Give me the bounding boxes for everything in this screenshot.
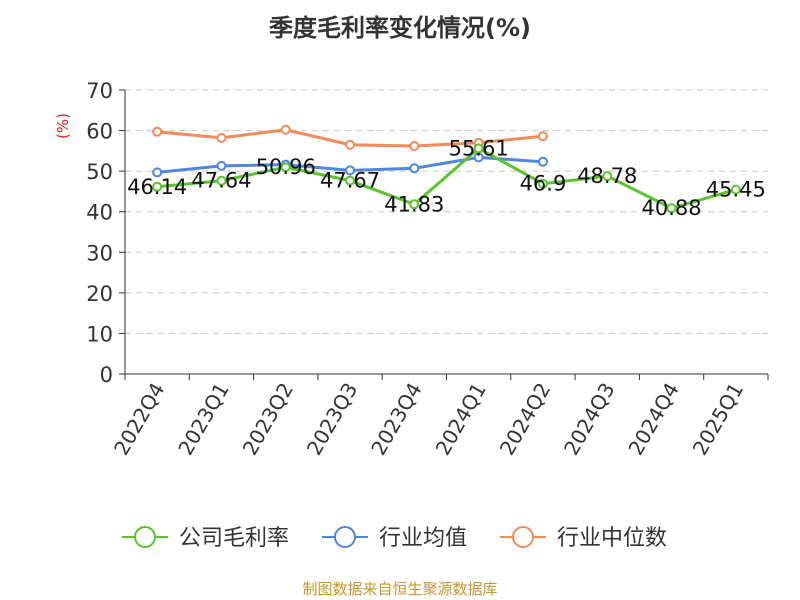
series-point (409, 163, 420, 174)
legend-marker (512, 526, 534, 548)
x-tick-label: 2023Q2 (238, 379, 298, 460)
x-tick-label: 2023Q3 (302, 379, 362, 460)
series-point (602, 171, 613, 182)
data-source-note: 制图数据来自恒生聚源数据库 (302, 580, 498, 598)
y-tick-label: 30 (86, 241, 113, 265)
series-point (216, 132, 227, 143)
series-point (216, 160, 227, 171)
x-tick-label: 2024Q3 (559, 379, 619, 460)
series-point (409, 199, 420, 210)
y-tick-label: 10 (86, 322, 113, 346)
y-tick-label: 60 (86, 120, 113, 144)
series-point (537, 156, 548, 167)
x-tick-label: 2024Q4 (623, 379, 683, 460)
data-label: 50.96 (256, 155, 316, 179)
y-tick-label: 0 (100, 363, 113, 387)
chart-title: 季度毛利率变化情况(%) (269, 14, 531, 42)
x-tick-label: 2024Q2 (495, 379, 555, 460)
data-label: 48.78 (577, 164, 637, 188)
series-point (152, 126, 163, 137)
series-point (409, 140, 420, 151)
data-label: 46.9 (520, 172, 567, 196)
series-point (345, 175, 356, 186)
legend-marker (134, 526, 156, 548)
data-label: 47.67 (320, 169, 380, 193)
legend-label: 行业均值 (379, 526, 467, 551)
legend-marker (334, 526, 356, 548)
legend-label: 行业中位数 (557, 526, 667, 551)
x-tick-label: 2024Q1 (431, 379, 491, 460)
data-label: 46.14 (127, 175, 187, 199)
data-label: 55.61 (449, 136, 509, 160)
legend-label: 公司毛利率 (179, 526, 289, 551)
data-label: 45.45 (706, 178, 766, 202)
series-point (666, 203, 677, 214)
y-axis-unit-label: (%) (54, 113, 72, 139)
series-point (473, 143, 484, 154)
series-point (345, 139, 356, 150)
series-point (537, 131, 548, 142)
series-line (157, 146, 737, 210)
y-tick-label: 20 (86, 282, 113, 306)
series-point (730, 184, 741, 195)
series-point (152, 167, 163, 178)
data-label: 47.64 (191, 169, 251, 193)
x-tick-label: 2023Q1 (173, 379, 233, 460)
x-tick-label: 2022Q4 (109, 379, 169, 460)
series-point (537, 178, 548, 189)
x-tick-label: 2023Q4 (366, 379, 426, 460)
data-label: 40.88 (641, 196, 701, 220)
series-point (152, 181, 163, 192)
series-point (345, 165, 356, 176)
y-tick-label: 70 (86, 79, 113, 103)
series-point (216, 175, 227, 186)
x-tick-label: 2025Q1 (688, 379, 748, 460)
series-point (280, 124, 291, 135)
data-label: 41.83 (384, 192, 444, 216)
y-tick-label: 40 (86, 201, 113, 225)
series-point (280, 162, 291, 173)
y-tick-label: 50 (86, 160, 113, 184)
